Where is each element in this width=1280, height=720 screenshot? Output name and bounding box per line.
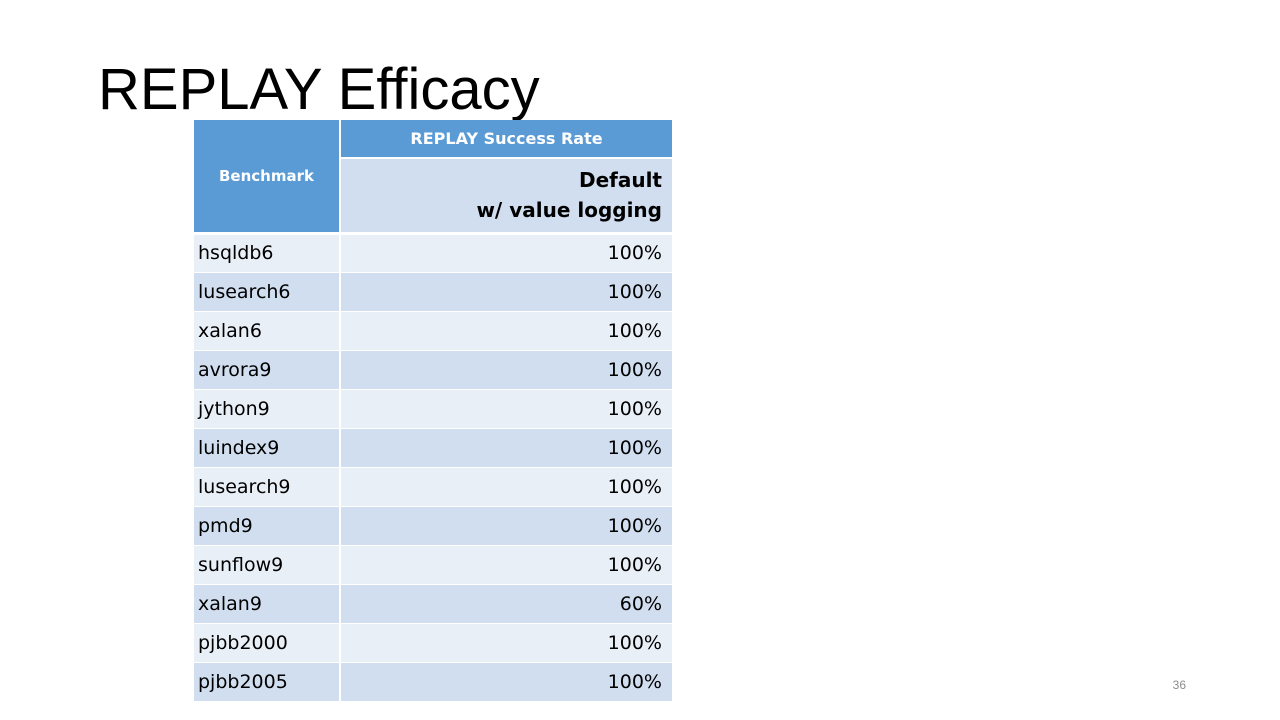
header-sub-line2: w/ value logging <box>476 198 662 223</box>
benchmark-cell: sunflow9 <box>194 545 341 585</box>
benchmark-cell: xalan9 <box>194 584 341 624</box>
header-success-rate: REPLAY Success Rate <box>340 120 672 159</box>
table-row: pjbb2005 100% <box>194 662 672 703</box>
benchmark-cell: avrora9 <box>194 350 341 390</box>
header-benchmark: Benchmark <box>194 120 341 235</box>
benchmark-cell: luindex9 <box>194 428 341 468</box>
table-row: hsqldb6 100% <box>194 233 672 273</box>
rate-cell: 100% <box>340 233 672 273</box>
benchmark-cell: xalan6 <box>194 311 341 351</box>
slide-number: 36 <box>1172 678 1186 692</box>
rate-cell: 100% <box>340 311 672 351</box>
rate-cell: 100% <box>340 389 672 429</box>
benchmark-cell: hsqldb6 <box>194 233 341 273</box>
rate-cell: 100% <box>340 623 672 663</box>
rate-cell: 100% <box>340 662 672 703</box>
slide-title: REPLAY Efficacy <box>98 57 540 122</box>
benchmark-cell: lusearch9 <box>194 467 341 507</box>
table-row: xalan6 100% <box>194 311 672 351</box>
rate-cell: 60% <box>340 584 672 624</box>
rate-cell: 100% <box>340 272 672 312</box>
benchmark-cell: pmd9 <box>194 506 341 546</box>
table-row: lusearch9 100% <box>194 467 672 507</box>
table-row: jython9 100% <box>194 389 672 429</box>
rate-cell: 100% <box>340 545 672 585</box>
table-row: pjbb2000 100% <box>194 623 672 663</box>
results-table: Benchmark REPLAY Success Rate Default w/… <box>194 120 672 703</box>
benchmark-cell: pjbb2000 <box>194 623 341 663</box>
header-sub-line1: Default <box>578 168 662 193</box>
table-row: pmd9 100% <box>194 506 672 546</box>
benchmark-cell: jython9 <box>194 389 341 429</box>
rate-cell: 100% <box>340 506 672 546</box>
rate-cell: 100% <box>340 350 672 390</box>
table-row: xalan9 60% <box>194 584 672 624</box>
table-row: sunflow9 100% <box>194 545 672 585</box>
table-row: luindex9 100% <box>194 428 672 468</box>
rate-cell: 100% <box>340 467 672 507</box>
benchmark-cell: lusearch6 <box>194 272 341 312</box>
benchmark-cell: pjbb2005 <box>194 662 341 703</box>
table-row: avrora9 100% <box>194 350 672 390</box>
rate-cell: 100% <box>340 428 672 468</box>
header-default-value-logging: Default w/ value logging <box>340 158 672 235</box>
table-row: lusearch6 100% <box>194 272 672 312</box>
